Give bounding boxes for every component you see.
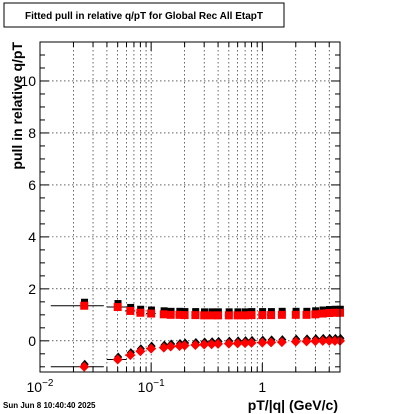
title-box: Fitted pull in relative q/pT for Global …	[3, 2, 285, 28]
data-point	[207, 311, 216, 320]
data-point	[290, 336, 301, 347]
timestamp: Sun Jun 8 10:40:40 2025	[3, 401, 96, 410]
y-tick-labels: 0 2 4 6 8 10	[20, 73, 36, 349]
data-point	[135, 346, 146, 357]
data-point	[240, 338, 251, 349]
data-point	[159, 310, 168, 319]
data-point	[267, 311, 276, 320]
data-point	[233, 311, 242, 320]
data-point	[126, 306, 135, 315]
y-tick-label: 6	[28, 177, 36, 193]
data-point	[223, 338, 234, 349]
data-point	[214, 311, 223, 320]
x-axis-label: pT/|q| (GeV/c)	[248, 397, 338, 413]
data-point	[277, 310, 286, 319]
data-point	[241, 311, 250, 320]
data-point	[325, 309, 334, 318]
y-tick-label: 0	[28, 333, 36, 349]
data-point	[246, 337, 257, 348]
data-point	[147, 309, 156, 318]
data-point	[318, 309, 327, 318]
data-point	[200, 311, 209, 320]
data-point	[232, 338, 243, 349]
data-point	[258, 311, 267, 320]
data-point	[180, 311, 189, 320]
data-point	[311, 310, 320, 319]
data-point	[146, 343, 157, 354]
y-tick-label: 10	[20, 73, 36, 89]
data-point	[291, 310, 300, 319]
data-point	[317, 335, 328, 346]
data-point	[301, 336, 312, 347]
data-point	[79, 361, 90, 372]
data-point	[80, 301, 89, 310]
data-point	[276, 337, 287, 348]
series-squares	[50, 298, 344, 320]
data-point	[266, 337, 277, 348]
data-point	[113, 303, 122, 312]
data-point	[191, 311, 200, 320]
plot-frame	[39, 41, 341, 373]
data-point	[302, 310, 311, 319]
data-point	[136, 308, 145, 317]
y-axis-label: pull in relative q/pT	[9, 42, 25, 170]
data-point	[158, 342, 169, 353]
data-point	[206, 339, 217, 350]
data-point	[257, 337, 268, 348]
chart-title: Fitted pull in relative q/pT for Global …	[25, 11, 263, 22]
grid-lines	[39, 42, 341, 372]
data-point	[125, 350, 136, 361]
x-tick-label: 1	[258, 379, 266, 395]
data-point	[199, 339, 210, 350]
data-point	[310, 336, 321, 347]
y-tick-label: 2	[28, 281, 36, 297]
data-point	[224, 311, 233, 320]
data-point	[179, 340, 190, 351]
data-point	[112, 354, 123, 365]
y-tick-label: 4	[28, 229, 36, 245]
series-diamonds	[50, 333, 345, 372]
data-point	[165, 341, 176, 352]
data-point	[166, 310, 175, 319]
data-point	[175, 310, 184, 319]
data-point	[190, 339, 201, 350]
data-point	[247, 311, 256, 320]
data-point	[330, 308, 339, 317]
data-point	[213, 338, 224, 349]
y-tick-label: 8	[28, 125, 36, 141]
